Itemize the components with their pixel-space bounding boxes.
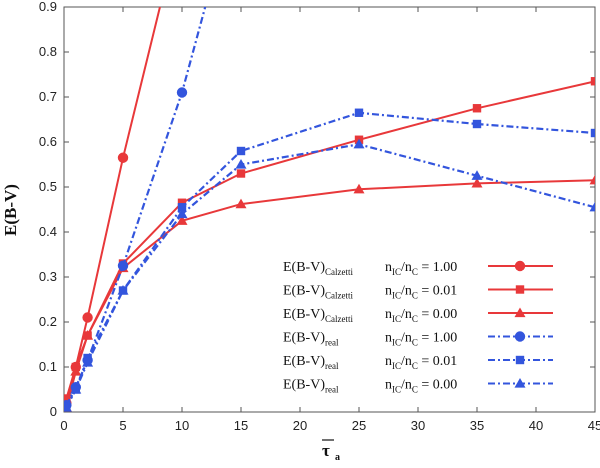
data-point-square bbox=[590, 128, 595, 138]
y-tick-label: 0.6 bbox=[39, 134, 57, 149]
data-point-triangle bbox=[471, 177, 483, 188]
x-tick-label: 5 bbox=[119, 418, 126, 433]
y-tick-label: 0.5 bbox=[39, 179, 57, 194]
x-tick-label: 10 bbox=[175, 418, 189, 433]
legend-label: E(B-V)Calzetti nIC/nC = 1.00 bbox=[283, 260, 457, 277]
data-point-triangle bbox=[471, 170, 483, 180]
data-point-triangle bbox=[82, 357, 94, 367]
series-line bbox=[65, 80, 595, 399]
data-point-triangle bbox=[235, 198, 247, 209]
legend-label: E(B-V)Calzetti nIC/nC = 0.00 bbox=[283, 307, 457, 324]
x-tick-label: 30 bbox=[411, 418, 425, 433]
series-line bbox=[65, 7, 161, 404]
y-tick-label: 0.3 bbox=[39, 269, 57, 284]
data-point-circle bbox=[176, 87, 188, 98]
plot-frame bbox=[63, 6, 596, 413]
y-tick-label: 0.1 bbox=[39, 359, 57, 374]
data-point-triangle bbox=[82, 330, 94, 340]
x-axis-label-sub: a bbox=[335, 452, 340, 463]
data-point-triangle bbox=[353, 183, 365, 194]
data-point-square bbox=[177, 203, 187, 212]
data-point-circle bbox=[117, 152, 129, 163]
data-point-triangle bbox=[176, 215, 188, 225]
legend-entry: E(B-V)Calzetti nIC/nC = 0.00 bbox=[283, 307, 553, 324]
legend-entry: E(B-V)real nIC/nC = 0.01 bbox=[283, 354, 553, 371]
x-axis-label: τ a bbox=[322, 439, 340, 463]
data-point-square bbox=[236, 146, 246, 156]
x-axis-label-main: τ bbox=[322, 441, 330, 460]
legend-entry: E(B-V)real nIC/nC = 1.00 bbox=[283, 331, 553, 348]
legend: E(B-V)Calzetti nIC/nC = 1.00 E(B-V)Calzett… bbox=[283, 260, 553, 395]
data-point-square bbox=[177, 198, 187, 207]
legend-entry: E(B-V)Calzetti nIC/nC = 0.01 bbox=[283, 284, 553, 301]
data-point-circle bbox=[514, 331, 526, 342]
data-point-square bbox=[590, 77, 595, 86]
x-tick-label: 25 bbox=[352, 418, 366, 433]
data-point-circle bbox=[514, 260, 526, 272]
y-tick-label: 0 bbox=[50, 404, 57, 419]
data-point-circle bbox=[117, 260, 129, 271]
legend-label: E(B-V)real nIC/nC = 0.01 bbox=[283, 354, 457, 371]
y-tick-label: 0.7 bbox=[39, 89, 57, 104]
data-point-triangle bbox=[589, 201, 595, 212]
legend-entry: E(B-V)real nIC/nC = 0.00 bbox=[283, 378, 553, 395]
data-point-triangle bbox=[70, 366, 82, 376]
y-tick-label: 0.4 bbox=[39, 224, 57, 239]
x-tick-label: 45 bbox=[588, 418, 600, 433]
y-tick-label: 0.2 bbox=[39, 314, 57, 329]
series-real-triangle bbox=[64, 138, 595, 412]
data-point-circle bbox=[82, 312, 93, 323]
data-point-square bbox=[354, 108, 364, 117]
data-point-triangle bbox=[117, 285, 129, 295]
series-layer bbox=[64, 7, 595, 412]
data-point-square bbox=[515, 285, 525, 294]
legend-label: E(B-V)real nIC/nC = 0.00 bbox=[283, 378, 457, 395]
x-tick-label: 15 bbox=[234, 418, 248, 433]
y-tick-label: 0.9 bbox=[39, 0, 57, 14]
data-point-triangle bbox=[514, 378, 526, 388]
data-point-square bbox=[472, 104, 482, 113]
axis-ticks: 0 5 10 15 20 25 30 35 40 45 0 0.1 0.2 0.3 0.4 0.5 0.6 0.7… bbox=[39, 0, 600, 433]
data-point-square bbox=[515, 355, 525, 365]
series-calzetti-square bbox=[64, 77, 595, 403]
x-tick-label: 40 bbox=[529, 418, 543, 433]
data-point-triangle bbox=[514, 307, 526, 318]
series-calzetti-circle bbox=[64, 7, 161, 409]
data-point-triangle bbox=[589, 174, 595, 185]
legend-entry: E(B-V)Calzetti nIC/nC = 1.00 bbox=[283, 260, 553, 277]
data-point-triangle bbox=[176, 208, 188, 219]
x-tick-label: 35 bbox=[470, 418, 484, 433]
x-tick-label: 20 bbox=[293, 418, 307, 433]
data-point-triangle bbox=[64, 402, 72, 412]
y-axis-label: E(B-V) bbox=[1, 184, 20, 236]
data-point-triangle bbox=[70, 384, 82, 394]
data-point-triangle bbox=[235, 159, 247, 169]
data-point-triangle bbox=[353, 138, 365, 149]
legend-label: E(B-V)real nIC/nC = 1.00 bbox=[283, 331, 457, 348]
data-point-square bbox=[64, 394, 71, 403]
data-point-square bbox=[472, 119, 482, 129]
y-tick-label: 0.8 bbox=[39, 44, 57, 59]
x-tick-label: 0 bbox=[60, 418, 67, 433]
data-point-square bbox=[236, 169, 246, 178]
legend-label: E(B-V)Calzetti nIC/nC = 0.01 bbox=[283, 284, 457, 301]
